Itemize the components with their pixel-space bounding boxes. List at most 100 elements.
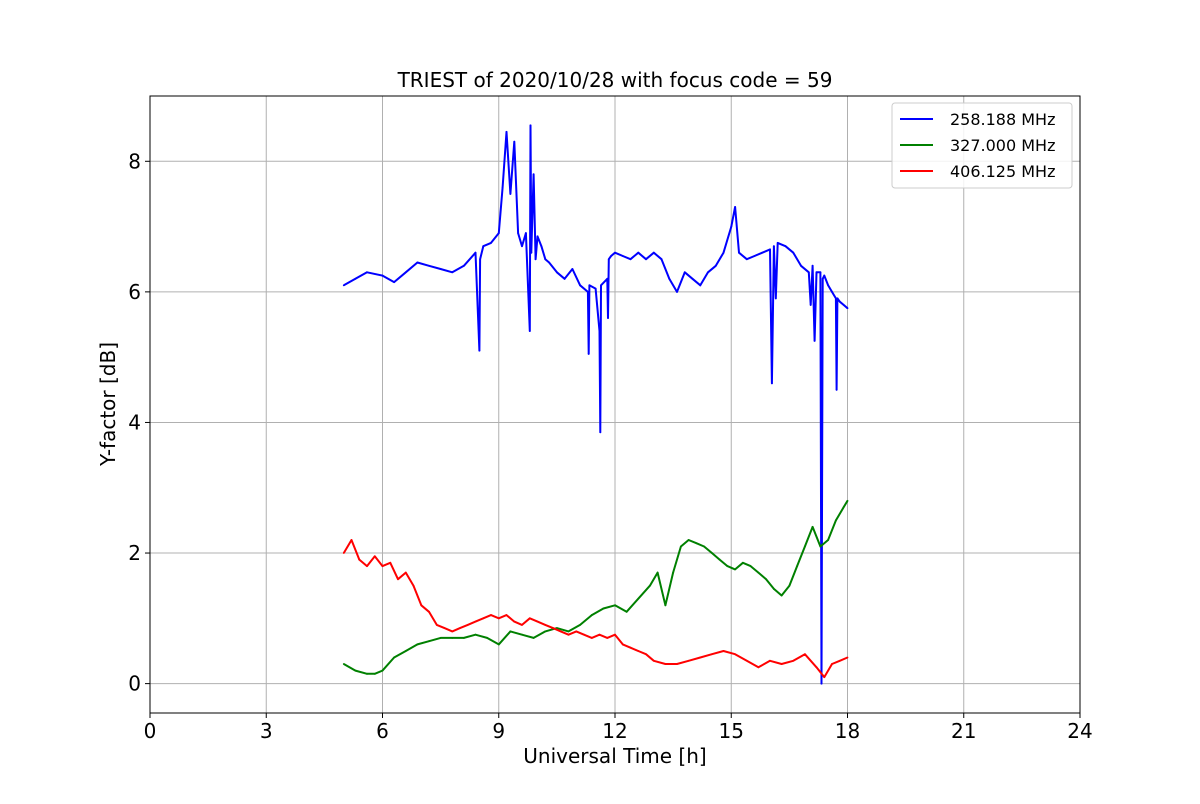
series-line [343,124,849,685]
data-point [354,277,357,280]
legend-label: 406.125 MHz [950,162,1055,181]
data-point [823,676,826,678]
data-point [350,539,353,541]
data-point [652,659,655,662]
data-point [827,284,830,287]
data-point [490,242,492,244]
data-point [734,653,737,656]
data-point [587,352,590,355]
data-point [807,271,810,274]
x-tick-label: 12 [602,719,627,743]
data-point [718,558,721,561]
data-point [451,637,454,639]
y-tick-label: 8 [128,149,141,173]
data-point [838,659,841,662]
data-point [497,643,500,646]
data-point [842,304,845,306]
data-point [435,623,438,626]
data-point [726,565,729,567]
data-point [637,251,640,254]
data-point [397,578,399,581]
data-point [645,653,647,656]
data-point [614,633,616,636]
data-point [769,659,771,662]
data-point [664,663,667,665]
data-point [479,258,482,261]
legend-label: 258.188 MHz [950,110,1055,129]
series-2 [342,539,849,679]
data-point [366,565,368,567]
data-point [738,251,740,254]
data-point [809,304,812,306]
data-point [590,614,593,616]
data-point [513,620,516,623]
data-point [381,274,384,277]
data-point [373,672,376,675]
data-point [524,232,527,235]
data-point [753,255,756,257]
data-point [497,617,500,620]
data-point [621,255,624,257]
data-point [815,666,818,669]
data-point [536,235,539,238]
data-point [505,614,508,616]
data-point [811,264,814,267]
data-point [586,290,589,293]
data-point [660,258,663,261]
data-point [416,643,419,646]
data-point [792,659,795,662]
data-point [598,330,601,332]
legend-box [891,102,1073,189]
data-point [490,614,492,616]
data-point [509,630,512,633]
data-point [373,555,376,558]
data-point [846,307,849,310]
data-point [366,672,368,675]
data-point [652,251,655,254]
data-point [590,637,593,639]
data-point [722,251,725,254]
data-point [714,264,717,267]
series-1 [342,499,849,675]
data-point [559,630,562,633]
data-point [834,519,837,522]
data-point [823,274,826,277]
data-point [532,173,535,176]
data-point [734,568,737,571]
data-point [428,610,430,613]
data-point [796,565,799,567]
x-tick-label: 15 [719,719,744,743]
data-point [819,271,822,274]
data-point [710,552,713,554]
data-point [530,251,533,254]
x-tick-label: 21 [951,719,976,743]
data-point [722,650,725,652]
data-point [342,284,345,287]
data-point [567,630,570,633]
data-point [614,251,616,254]
data-point [575,630,578,633]
data-point [342,663,345,665]
data-point [474,633,477,636]
data-point [687,539,690,541]
data-point [600,284,602,287]
data-point [815,271,818,274]
data-point [676,290,678,293]
data-point [579,623,582,626]
chart-title: TRIEST of 2020/10/28 with focus code = 5… [397,68,833,92]
legend-label: 327.000 MHz [950,136,1055,155]
series-line [342,539,848,679]
data-point [606,637,609,639]
data-point [358,558,361,561]
data-point [544,630,547,633]
data-point [774,297,777,300]
data-point [656,571,659,574]
data-point [509,193,512,195]
data-point [695,542,698,545]
data-point [354,669,357,672]
data-point [571,268,574,270]
data-point [474,251,477,254]
legend: 258.188 MHz 327.000 MHz 406.125 MHz [891,102,1073,189]
y-axis-label: Y-factor [dB] [96,342,120,467]
data-point [529,124,532,127]
